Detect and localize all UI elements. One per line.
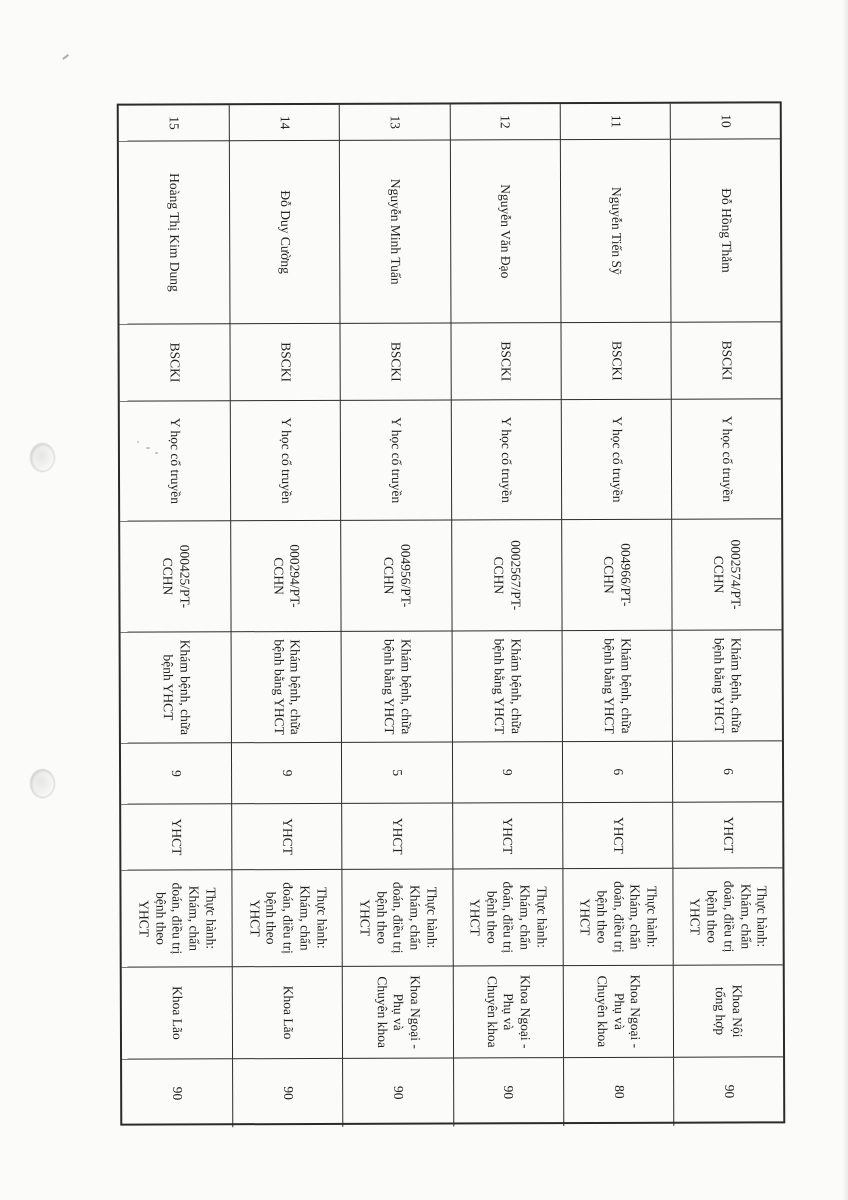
cell-title: BSCKI [450,323,561,401]
cell-department: Khoa Ngoại - Phụ và Chuyên khoa [342,966,453,1059]
cell-scope: Khám bệnh, chữa bệnh bằng YHCT [451,631,562,743]
cell-practice: Thực hành: Khám, chẩn đoán, điều trị bện… [341,869,453,967]
cell-stt: 12 [449,104,560,141]
cell-name: Đỗ Duy Cường [229,140,340,325]
cell-cert-number: 0002574/PT- CCHN [671,519,782,631]
cell-specialty: Y học cổ truyền [560,399,672,521]
cell-cert-number: 004956/PT- CCHN [340,520,452,632]
cell-field: YHCT [672,802,783,869]
cell-stt: 10 [669,103,780,140]
cell-practice: Thực hành: Khám, chẩn đoán, điều trị bện… [672,868,783,966]
pen-tick-mark [62,54,69,60]
cell-specialty: Y học cổ truyền [229,400,341,522]
cell-cert-number: 004966/PT- CCHN [560,519,672,632]
cell-hours: 90 [452,1058,563,1127]
cell-specialty: Y học cổ truyền [670,399,782,520]
cell-practice: Thực hành: Khám, chẩn đoán, điều trị bện… [231,869,343,968]
cell-specialty: Y học cổ truyền [119,401,231,522]
cell-field: YHCT [231,803,342,871]
cell-hours: 90 [232,1058,343,1128]
cell-department: Khoa Nội tổng hợp [672,965,784,1058]
cell-field: YHCT [561,802,673,870]
cell-field: YHCT [121,804,232,871]
cell-department: Khoa Lão [231,966,343,1060]
cell-title: BSCKI [670,322,781,400]
cell-hours: 80 [562,1057,674,1127]
cell-scope: Khám bệnh, chữa bệnh bằng YHCT [671,630,782,742]
cell-stt: 13 [339,104,450,141]
cell-stt: 15 [118,105,230,142]
cell-cert-number: 000294/PT- CCHN [230,520,341,633]
cell-cert-number: 000425/PT- CCHN [120,521,231,633]
cell-years: 9 [231,742,342,805]
cell-name: Đỗ Hồng Thắm [669,139,781,323]
cell-title: BSCKI [339,323,451,401]
cell-title: BSCKI [119,324,230,402]
cell-hours: 90 [672,1057,784,1126]
cell-years: 9 [120,743,232,805]
cell-scope: Khám bệnh, chữa bệnh YHCT [120,632,232,744]
cell-stt: 11 [559,103,670,141]
cell-name: Nguyễn Tiến Sỹ [559,139,671,324]
cell-name: Nguyễn Minh Tuấn [339,140,451,324]
cell-practice: Thực hành: Khám, chẩn đoán, điều trị bện… [121,870,232,968]
cell-field: YHCT [341,803,452,870]
scan-page-edge-shadow [842,0,848,1200]
cell-cert-number: 0002567/PT- CCHN [450,520,562,632]
seal-smudge-mark [30,443,55,472]
cell-scope: Khám bệnh, chữa bệnh bằng YHCT [340,631,452,743]
cell-years: 6 [671,741,783,803]
cell-name: Hoàng Thị Kim Dung [118,141,230,325]
cell-department: Khoa Ngoại - Phụ và Chuyên khoa [562,965,673,1059]
cell-title: BSCKI [229,323,341,402]
cell-practice: Thực hành: Khám, chẩn đoán, điều trị bện… [562,868,673,967]
cell-field: YHCT [451,803,563,870]
practitioner-table: 10 Đỗ Hồng Thắm BSCKI Y học cổ truyền 00… [116,101,786,1128]
cell-years: 5 [341,742,452,804]
cell-department: Khoa Ngoại - Phụ và Chuyên khoa [452,966,563,1059]
cell-specialty: Y học cổ truyền [450,400,561,521]
seal-smudge-mark [30,769,55,798]
cell-name: Nguyễn Văn Đạo [449,140,561,324]
cell-stt: 14 [228,104,340,142]
cell-hours: 90 [170,1086,186,1101]
cell-hours: 90 [342,1058,453,1127]
cell-scope: Khám bệnh, chữa bệnh bằng YHCT [561,630,672,743]
cell-specialty: Y học cổ truyền [340,400,451,521]
cell-scope: Khám bệnh, chữa bệnh bằng YHCT [230,631,342,744]
cell-years: 6 [561,741,673,804]
cell-years: 9 [451,742,562,804]
cell-practice: Thực hành: Khám, chẩn đoán, điều trị bện… [451,869,563,967]
cell-title: BSCKI [560,322,671,401]
cell-department: Khoa Lão [121,967,233,1060]
